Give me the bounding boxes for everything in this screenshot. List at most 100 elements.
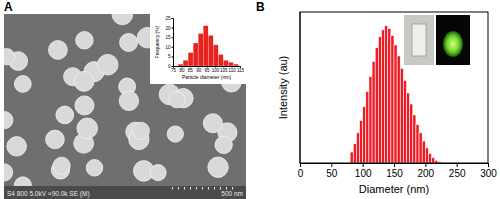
tick-label: 0 — [298, 168, 304, 179]
tick-mark — [172, 37, 174, 38]
bar — [223, 60, 228, 66]
sphere — [150, 165, 166, 181]
tick-label: 150 — [386, 168, 403, 179]
bar — [425, 148, 428, 163]
tick: 250 — [449, 163, 466, 179]
tick-mark — [172, 18, 174, 19]
bar — [178, 64, 183, 66]
bars — [178, 26, 238, 66]
sem-background — [4, 14, 246, 199]
tick-label: 105 — [220, 68, 228, 73]
bar — [233, 64, 238, 66]
tick-label: 5 — [168, 54, 171, 59]
sphere — [112, 14, 133, 25]
y-axis-title: Intensity (au) — [277, 56, 289, 120]
sphere — [119, 91, 138, 110]
bar — [391, 35, 394, 163]
tick-mark — [300, 163, 301, 167]
chart: 050100150200250300Diameter (nm)Intensity… — [277, 12, 497, 195]
scale-bar-tick — [208, 187, 209, 190]
bar — [385, 26, 388, 163]
plot-frame — [300, 12, 488, 163]
bar — [208, 35, 213, 66]
bar — [218, 54, 223, 66]
bar — [422, 141, 425, 163]
sphere — [203, 114, 222, 133]
tick-label: 50 — [326, 168, 338, 179]
bar — [378, 37, 381, 163]
tick-mark — [172, 56, 174, 57]
bar — [363, 107, 366, 163]
y-axis-title: Frequency (%) — [154, 25, 160, 58]
bar — [183, 60, 188, 66]
x-axis-line — [301, 164, 489, 168]
bar — [356, 133, 359, 163]
bar — [203, 26, 208, 66]
bar — [372, 61, 375, 163]
tick: 110 — [229, 66, 237, 73]
tick-label: 20 — [165, 26, 171, 31]
sphere — [4, 164, 13, 181]
x-axis: 7580859095100105110115 — [171, 66, 245, 73]
sphere — [86, 160, 103, 177]
sphere — [4, 49, 15, 65]
vial-body — [412, 24, 426, 56]
vial-daylight — [404, 15, 434, 65]
scale-bar-tick — [196, 187, 197, 190]
tick-label: 25 — [165, 16, 171, 21]
tick: 5 — [168, 54, 173, 59]
x-axis-title: Particle diameter (nm) — [182, 74, 232, 80]
tick: 100 — [212, 66, 220, 73]
tick-label: 300 — [480, 168, 497, 179]
bar — [353, 144, 356, 163]
sphere — [215, 136, 232, 153]
sphere — [56, 106, 74, 124]
tick-mark — [363, 163, 364, 167]
scale-bar-tick — [184, 187, 185, 190]
bar — [381, 30, 384, 163]
tick: 75 — [171, 66, 177, 73]
tick: 90 — [196, 66, 202, 73]
tick: 200 — [417, 163, 434, 179]
sphere — [132, 122, 149, 139]
spheres — [4, 14, 241, 186]
figure: 7580859095100105110115 0 5 10 15 20 25 Particle… — [0, 0, 500, 199]
sphere — [120, 33, 138, 51]
tick-mark — [172, 66, 174, 67]
bar — [413, 115, 416, 163]
tick: 85 — [188, 66, 194, 73]
scale-bar-tick — [190, 187, 191, 190]
sphere — [75, 96, 94, 115]
sphere — [167, 126, 183, 142]
tick: 10 — [165, 45, 173, 50]
chart: 75808590951001051101150510152025Particle… — [150, 14, 246, 84]
scale-bar-label: 500 nm — [221, 190, 243, 197]
bar — [416, 125, 419, 163]
tick-label: 95 — [204, 68, 210, 73]
bar — [419, 133, 422, 163]
tick: 20 — [165, 26, 173, 31]
bar — [403, 81, 406, 163]
tick: 150 — [386, 163, 403, 179]
bar — [213, 45, 218, 66]
bar — [388, 28, 391, 163]
sphere — [4, 112, 13, 129]
bar — [369, 77, 372, 163]
sem-info-bar — [4, 186, 246, 199]
tick-label: 100 — [212, 68, 220, 73]
tick-label: 110 — [229, 68, 237, 73]
tick-mark — [172, 47, 174, 48]
x-axis: 050100150200250300 — [298, 163, 498, 179]
sphere — [49, 41, 68, 60]
bar — [394, 45, 397, 163]
scale-bar-tick — [214, 187, 215, 190]
tick: 15 — [165, 35, 173, 40]
tick-mark — [331, 163, 332, 167]
scale-bar-tick — [172, 187, 173, 190]
tick-label: 75 — [171, 68, 177, 73]
bar — [366, 92, 369, 163]
bar — [400, 68, 403, 163]
sphere — [208, 157, 228, 177]
tick-label: 10 — [165, 45, 171, 50]
tick: 0 — [298, 163, 304, 179]
